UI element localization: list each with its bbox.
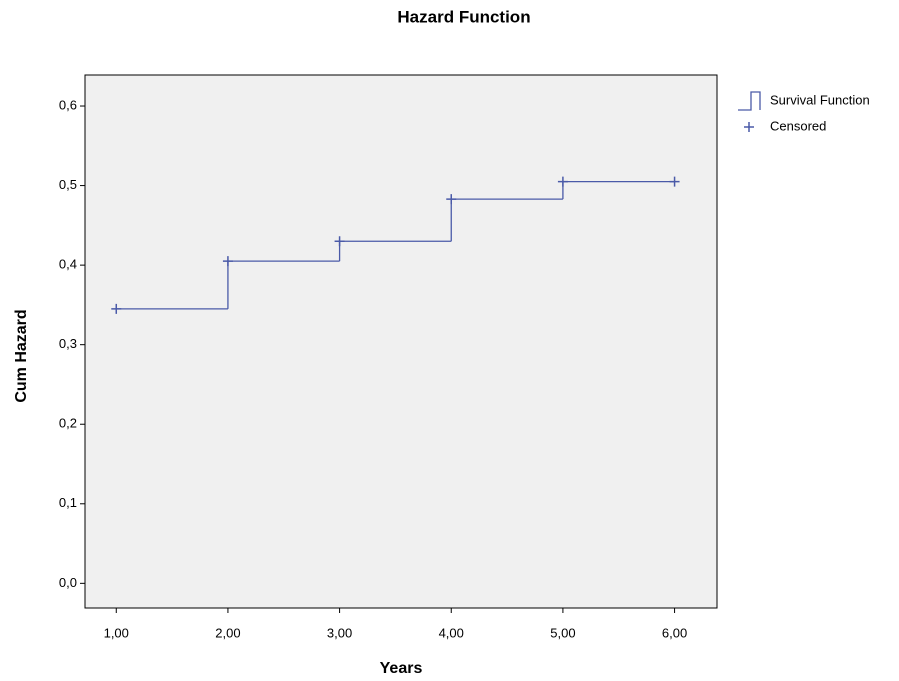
plot-area bbox=[84, 74, 718, 609]
censored-marker bbox=[111, 303, 122, 314]
x-tick-label: 6,00 bbox=[662, 625, 687, 640]
censored-marker bbox=[557, 176, 568, 187]
y-tick-label: 0,5 bbox=[59, 177, 77, 192]
x-tick-label: 2,00 bbox=[215, 625, 240, 640]
x-tick-label: 1,00 bbox=[104, 625, 129, 640]
x-tick-label: 5,00 bbox=[550, 625, 575, 640]
y-tick-label: 0,4 bbox=[59, 257, 77, 272]
y-tick-label: 0,2 bbox=[59, 416, 77, 431]
legend-swatch bbox=[738, 91, 761, 111]
censored-marker bbox=[334, 236, 345, 247]
y-axis-title: Cum Hazard bbox=[13, 309, 30, 402]
censored-marker bbox=[222, 256, 233, 267]
y-tick-label: 0,3 bbox=[59, 336, 77, 351]
censored-marker bbox=[446, 194, 457, 205]
y-tick-label: 0,6 bbox=[59, 97, 77, 112]
censored-marker bbox=[669, 176, 680, 187]
legend-label: Survival Function bbox=[770, 92, 870, 107]
y-tick-label: 0,1 bbox=[59, 495, 77, 510]
legend-swatch bbox=[744, 122, 754, 132]
chart-title: Hazard Function bbox=[397, 7, 530, 26]
x-axis-title: Years bbox=[380, 660, 423, 677]
x-tick-label: 4,00 bbox=[439, 625, 464, 640]
x-tick-label: 3,00 bbox=[327, 625, 352, 640]
y-tick-label: 0,0 bbox=[59, 575, 77, 590]
legend-label: Censored bbox=[770, 118, 826, 133]
